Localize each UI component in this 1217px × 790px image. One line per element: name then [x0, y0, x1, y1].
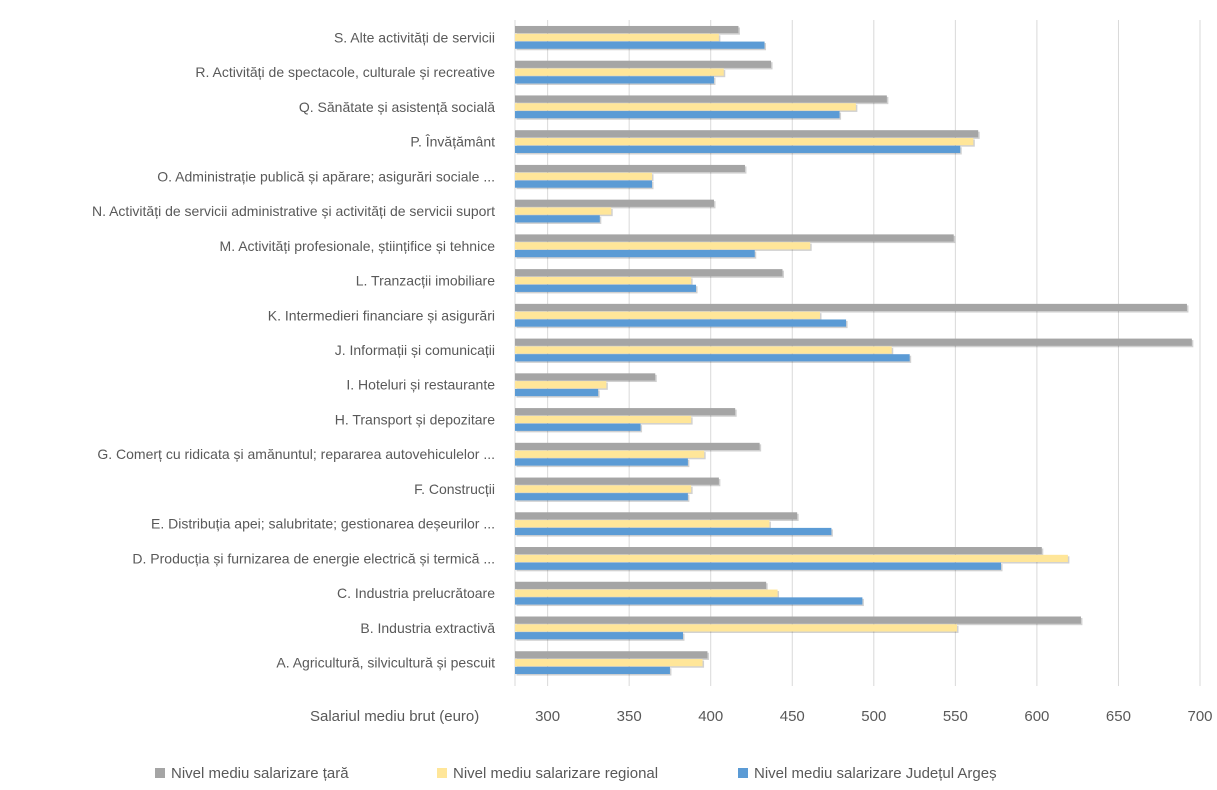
bar — [515, 485, 692, 493]
x-tick-label: 400 — [698, 708, 723, 725]
legend: Nivel mediu salarizare țară Nivel mediu s… — [155, 765, 997, 782]
category-label: G. Comerț cu ridicata și amănuntul; repa… — [97, 446, 495, 462]
bar — [515, 616, 1081, 624]
bar — [515, 180, 652, 188]
bar — [515, 319, 847, 327]
bar — [515, 199, 714, 207]
bar — [515, 373, 656, 381]
category-label: K. Intermedieri financiare și asigurări — [268, 307, 495, 323]
bar — [515, 381, 607, 389]
bar — [515, 651, 708, 659]
bar — [515, 145, 961, 153]
category-label: F. Construcții — [414, 481, 495, 497]
bar — [515, 666, 670, 675]
x-tick-label: 650 — [1106, 708, 1131, 725]
bar — [515, 408, 736, 416]
x-tick-labels: 300 350 400 450 500 550 600 650 700 — [535, 708, 1212, 725]
bar — [515, 242, 811, 250]
legend-label: Nivel mediu salarizare Județul Argeș — [754, 765, 997, 782]
bar — [515, 130, 979, 138]
bar — [515, 68, 724, 76]
x-tick-label: 550 — [943, 708, 968, 725]
category-label: I. Hoteluri și restaurante — [346, 377, 495, 393]
category-label: Q. Sănătate și asistență socială — [299, 99, 495, 115]
bar — [515, 632, 683, 640]
bar — [515, 597, 863, 605]
category-label: N. Activități de servicii administrative… — [92, 203, 495, 219]
x-tick-label: 350 — [617, 708, 642, 725]
category-label: C. Industria prelucrătoare — [337, 585, 495, 601]
bars — [515, 25, 1194, 676]
bar — [515, 249, 755, 258]
bar — [515, 415, 692, 424]
bar — [515, 207, 612, 215]
legend-label: Nivel mediu salarizare țară — [171, 765, 349, 782]
bar — [515, 76, 714, 84]
x-tick-label: 700 — [1187, 708, 1212, 725]
category-label: B. Industria extractivă — [360, 620, 495, 636]
bar — [515, 624, 957, 632]
bar — [515, 95, 887, 103]
bar — [515, 25, 739, 34]
category-label: R. Activități de spectacole, culturale ș… — [195, 64, 495, 80]
category-label: A. Agricultură, silvicultură și pescuit — [276, 655, 495, 671]
category-label: S. Alte activități de servicii — [334, 29, 495, 45]
bar — [515, 103, 856, 111]
bar — [515, 458, 688, 466]
bar — [515, 589, 778, 597]
category-label: J. Informații și comunicații — [335, 342, 495, 358]
bar — [515, 527, 832, 536]
bar — [515, 512, 798, 520]
bar — [515, 234, 954, 242]
bar — [515, 659, 703, 667]
bar — [515, 111, 840, 119]
category-label: M. Activități profesionale, științifice … — [220, 238, 496, 254]
bar — [515, 442, 760, 451]
bar — [515, 41, 765, 49]
bar — [515, 493, 688, 501]
bar — [515, 172, 652, 180]
bar — [515, 269, 783, 277]
bar — [515, 284, 697, 292]
bar — [515, 33, 719, 41]
bar — [515, 354, 910, 362]
bar — [515, 520, 770, 528]
bar — [515, 338, 1192, 346]
x-tick-label: 500 — [861, 708, 886, 725]
legend-swatch — [738, 768, 748, 778]
legend-swatch — [437, 768, 447, 778]
bar — [515, 137, 974, 146]
category-label: L. Tranzacții imobiliare — [356, 273, 495, 289]
bar — [515, 60, 772, 68]
bar — [515, 164, 745, 173]
bar — [515, 388, 599, 397]
bar — [515, 423, 641, 431]
category-labels: S. Alte activități de servicii R. Activit… — [92, 29, 495, 670]
bar — [515, 215, 600, 223]
x-tick-label: 600 — [1024, 708, 1049, 725]
bar — [515, 450, 705, 458]
bar — [515, 554, 1068, 563]
bar — [515, 276, 692, 285]
bar — [515, 547, 1042, 555]
x-tick-label: 300 — [535, 708, 560, 725]
bar — [515, 303, 1187, 312]
x-axis-title: Salariul mediu brut (euro) — [310, 708, 479, 725]
bar — [515, 311, 820, 319]
category-label: P. Învățământ — [410, 134, 495, 150]
category-label: D. Producția și furnizarea de energie el… — [132, 550, 495, 566]
category-label: O. Administrație publică și apărare; asi… — [157, 168, 495, 184]
legend-swatch — [155, 768, 165, 778]
bar — [515, 562, 1002, 570]
bar — [515, 581, 767, 589]
legend-label: Nivel mediu salarizare regional — [453, 765, 658, 782]
bar — [515, 346, 892, 354]
bar — [515, 477, 719, 485]
category-label: H. Transport și depozitare — [335, 411, 496, 427]
category-label: E. Distribuția apei; salubritate; gestio… — [151, 516, 495, 532]
x-tick-label: 450 — [780, 708, 805, 725]
